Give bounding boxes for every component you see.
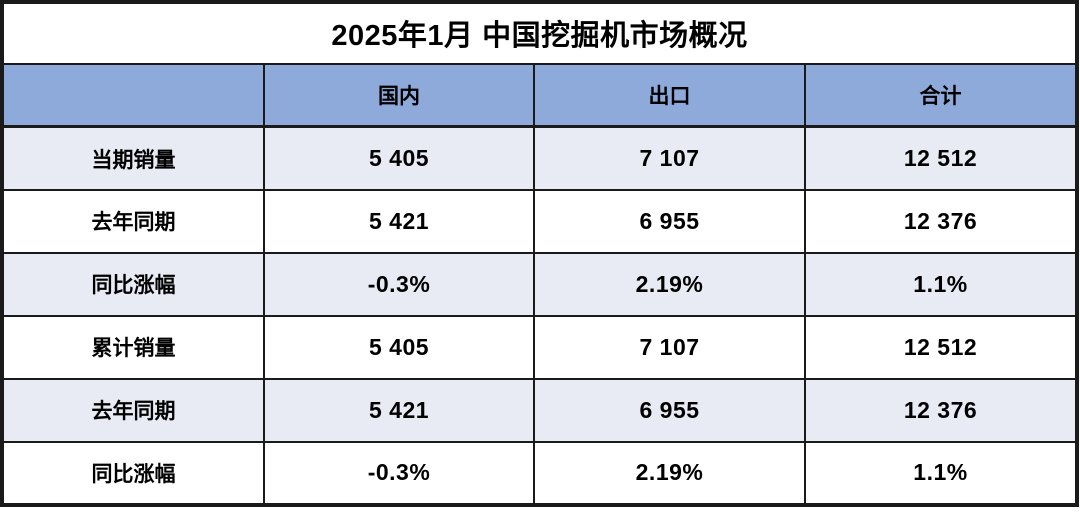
cell-value-total: 12 512 xyxy=(803,125,1079,191)
cell-value-domestic: -0.3% xyxy=(263,440,535,507)
table-row: 累计销量 5 405 7 107 12 512 xyxy=(1,314,1079,380)
cell-value-export: 2.19% xyxy=(533,440,806,507)
cell-value-export: 6 955 xyxy=(533,377,806,443)
row-label: 同比涨幅 xyxy=(1,251,265,317)
table-row: 同比涨幅 -0.3% 2.19% 1.1% xyxy=(1,251,1079,317)
header-cell-total: 合计 xyxy=(803,62,1079,129)
cell-value-export: 7 107 xyxy=(533,125,806,191)
cell-value-export: 2.19% xyxy=(533,251,806,317)
row-label: 去年同期 xyxy=(1,188,265,254)
title-row: 2025年1月 中国挖掘机市场概况 xyxy=(0,1,1079,65)
header-cell-export: 出口 xyxy=(533,62,806,129)
table-row: 去年同期 5 421 6 955 12 376 xyxy=(1,188,1079,254)
header-row: 国内 出口 合计 xyxy=(1,62,1079,129)
cell-value-total: 1.1% xyxy=(803,251,1079,317)
cell-value-total: 12 512 xyxy=(803,314,1079,380)
cell-value-domestic: 5 405 xyxy=(263,314,535,380)
cell-value-total: 1.1% xyxy=(803,440,1079,507)
row-label: 同比涨幅 xyxy=(1,440,265,507)
table-title: 2025年1月 中国挖掘机市场概况 xyxy=(0,1,1079,65)
table-row: 去年同期 5 421 6 955 12 376 xyxy=(1,377,1079,443)
row-label: 当期销量 xyxy=(1,125,265,191)
row-label: 累计销量 xyxy=(1,314,265,380)
header-cell-domestic: 国内 xyxy=(263,62,535,129)
cell-value-domestic: 5 405 xyxy=(263,125,535,191)
row-label: 去年同期 xyxy=(1,377,265,443)
header-cell-empty xyxy=(1,62,265,129)
cell-value-domestic: -0.3% xyxy=(263,251,535,317)
cell-value-domestic: 5 421 xyxy=(263,377,535,443)
cell-value-total: 12 376 xyxy=(803,377,1079,443)
cell-value-export: 7 107 xyxy=(533,314,806,380)
table-row: 当期销量 5 405 7 107 12 512 xyxy=(1,125,1079,191)
cell-value-export: 6 955 xyxy=(533,188,806,254)
cell-value-total: 12 376 xyxy=(803,188,1079,254)
table-row: 同比涨幅 -0.3% 2.19% 1.1% xyxy=(1,440,1079,507)
cell-value-domestic: 5 421 xyxy=(263,188,535,254)
